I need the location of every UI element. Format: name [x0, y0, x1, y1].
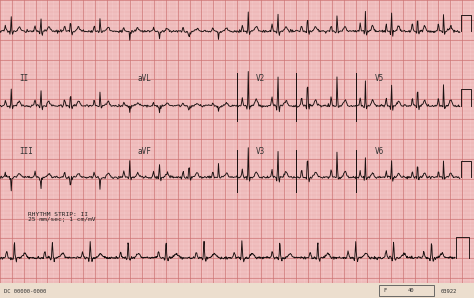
Text: F: F [383, 288, 386, 293]
Text: 25 mm/sec; 1 cm/mV: 25 mm/sec; 1 cm/mV [28, 217, 96, 222]
Text: aVF: aVF [137, 148, 151, 156]
Text: 40: 40 [408, 288, 414, 293]
Text: V3: V3 [256, 148, 265, 156]
Bar [379, 285, 434, 296]
Text: RHYTHM STRIP: II: RHYTHM STRIP: II [28, 212, 89, 217]
Text: V5: V5 [374, 74, 384, 83]
Bar [0, 283, 474, 298]
Text: V6: V6 [374, 148, 384, 156]
Text: III: III [19, 148, 33, 156]
Text: aVL: aVL [137, 74, 151, 83]
Text: 03922: 03922 [441, 288, 457, 294]
Text: DC 00000-0000: DC 00000-0000 [4, 288, 46, 294]
Text: II: II [19, 74, 28, 83]
Text: V2: V2 [256, 74, 265, 83]
